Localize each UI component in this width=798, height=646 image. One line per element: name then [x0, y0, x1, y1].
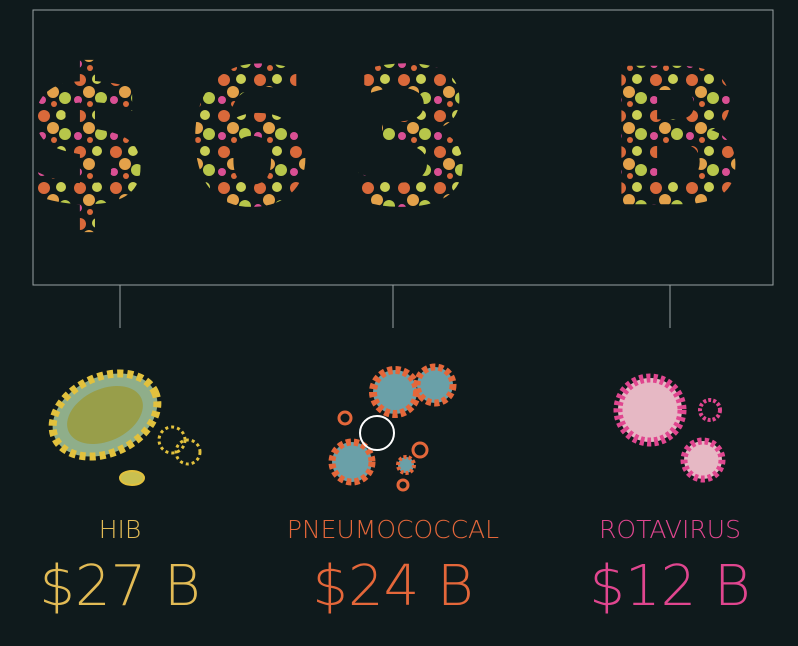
rotavirus-icon — [613, 373, 726, 483]
connectors — [119, 285, 671, 328]
items: HIB $27 B PNEUMOCOCCAL $24 B ROTAVIRUS $12 B — [39, 515, 750, 619]
item-amount: $24 B — [312, 554, 473, 619]
item-label: HIB — [99, 515, 142, 544]
hib-icon — [48, 369, 202, 486]
headline: $63 B — [21, 28, 779, 249]
headline-frame — [32, 9, 774, 286]
item-label: PNEUMOCOCCAL — [287, 515, 499, 544]
item-amount: $12 B — [589, 554, 750, 619]
pneumococcal-icon — [328, 363, 457, 492]
item-label: ROTAVIRUS — [599, 515, 741, 544]
item-amount: $27 B — [39, 554, 200, 619]
